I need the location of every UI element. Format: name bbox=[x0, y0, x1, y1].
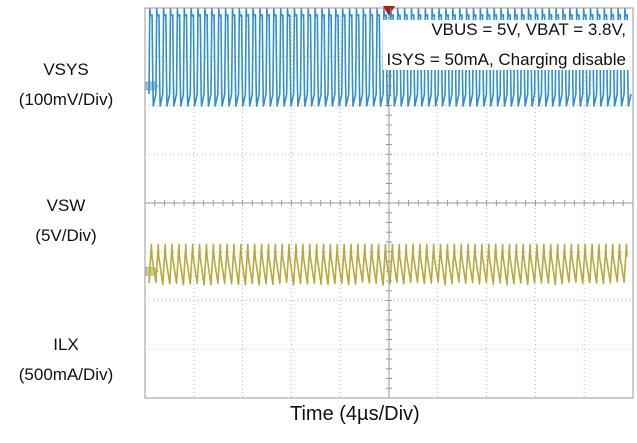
vsys-channel-name: VSYS bbox=[43, 60, 89, 79]
ilx-channel-name: ILX bbox=[53, 335, 79, 354]
vsw-label-group: VSW (5V/Div) bbox=[6, 196, 126, 246]
vsw-waveform bbox=[148, 8, 632, 107]
vsw-channel-name: VSW bbox=[46, 196, 86, 215]
vsys-label-group: VSYS (100mV/Div) bbox=[6, 60, 126, 110]
ilx-label-group: ILX (500mA/Div) bbox=[6, 335, 126, 385]
x-axis-label: Time (4µs/Div) bbox=[290, 403, 420, 425]
ilx-waveform bbox=[148, 243, 628, 286]
trigger-position-marker bbox=[383, 6, 395, 16]
vsys-channel-scale: (100mV/Div) bbox=[18, 90, 114, 109]
test-condition-annotation: VBUS = 5V, VBAT = 3.8V, ISYS = 50mA, Cha… bbox=[383, 20, 629, 70]
test-condition-line-1: VBUS = 5V, VBAT = 3.8V, bbox=[431, 20, 626, 39]
test-condition-line-2: ISYS = 50mA, Charging disable bbox=[386, 50, 626, 69]
vsw-channel-scale: (5V/Div) bbox=[35, 226, 97, 245]
ilx-channel-scale: (500mA/Div) bbox=[18, 365, 114, 384]
